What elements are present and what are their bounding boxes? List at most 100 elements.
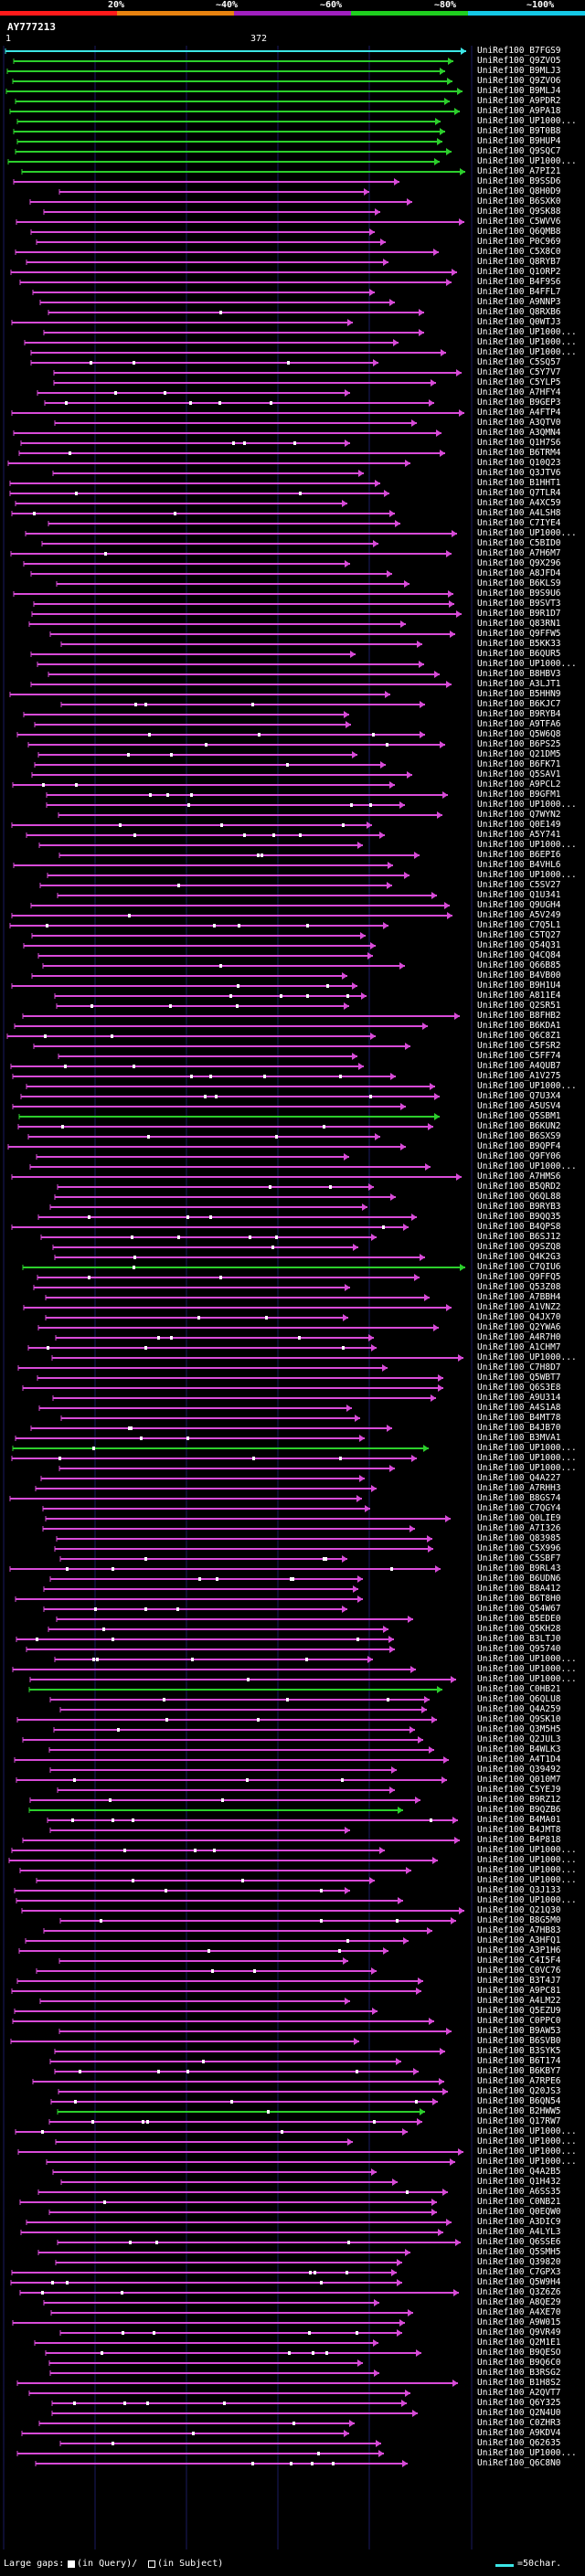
hit-label[interactable]: UniRef100_B6SJ12	[477, 1232, 561, 1242]
hit-label[interactable]: UniRef100_UP1000...	[477, 337, 577, 347]
hit-label[interactable]: UniRef100_B9MLJ3	[477, 66, 561, 76]
hit-label[interactable]: UniRef100_B9S9U6	[477, 588, 561, 599]
hit-label[interactable]: UniRef100_B6SVB0	[477, 2036, 561, 2046]
hit-label[interactable]: UniRef100_C5YEJ9	[477, 1785, 561, 1795]
hit-label[interactable]: UniRef100_B8HBV3	[477, 669, 561, 679]
hit-label[interactable]: UniRef100_Q8H0D9	[477, 186, 561, 196]
hit-label[interactable]: UniRef100_C0NB21	[477, 2197, 561, 2207]
hit-label[interactable]: UniRef100_A5USV4	[477, 1101, 561, 1111]
hit-label[interactable]: UniRef100_C5FSR2	[477, 1041, 561, 1051]
hit-label[interactable]: UniRef100_B6KDA1	[477, 1021, 561, 1031]
hit-label[interactable]: UniRef100_Q7WYN2	[477, 810, 561, 820]
hit-label[interactable]: UniRef100_Q4A2B5	[477, 2167, 561, 2177]
hit-label[interactable]: UniRef100_B9SSD6	[477, 176, 561, 186]
hit-label[interactable]: UniRef100_Q10Q23	[477, 458, 561, 468]
hit-label[interactable]: UniRef100_B9T0B8	[477, 126, 561, 136]
hit-label[interactable]: UniRef100_Q83RN1	[477, 619, 561, 629]
hit-label[interactable]: UniRef100_UP1000...	[477, 116, 577, 126]
hit-label[interactable]: UniRef100_B8GS74	[477, 1493, 561, 1503]
hit-label[interactable]: UniRef100_Q5SMH5	[477, 2247, 561, 2257]
hit-label[interactable]: UniRef100_UP1000...	[477, 1453, 577, 1463]
hit-label[interactable]: UniRef100_B9RYB4	[477, 709, 561, 719]
hit-label[interactable]: UniRef100_Q5EZU9	[477, 2006, 561, 2016]
hit-label[interactable]: UniRef100_B9GEP3	[477, 398, 561, 408]
hit-label[interactable]: UniRef100_UP1000...	[477, 1352, 577, 1362]
hit-label[interactable]: UniRef100_UP1000...	[477, 2126, 577, 2136]
hit-label[interactable]: UniRef100_C5X996	[477, 1543, 561, 1553]
hit-label[interactable]: UniRef100_Q39820	[477, 2257, 561, 2267]
hit-label[interactable]: UniRef100_Q9VR49	[477, 2327, 561, 2337]
hit-label[interactable]: UniRef100_Q010M7	[477, 1775, 561, 1785]
hit-label[interactable]: UniRef100_A4FTP4	[477, 408, 561, 418]
hit-label[interactable]: UniRef100_Q2N4U0	[477, 2408, 561, 2418]
hit-label[interactable]: UniRef100_Q6QMB8	[477, 227, 561, 237]
hit-label[interactable]: UniRef100_A7HFY4	[477, 387, 561, 398]
hit-label[interactable]: UniRef100_A4XC59	[477, 498, 561, 508]
hit-label[interactable]: UniRef100_UP1000...	[477, 2147, 577, 2157]
hit-label[interactable]: UniRef100_C5SBF7	[477, 1553, 561, 1564]
hit-label[interactable]: UniRef100_Q2M1E1	[477, 2337, 561, 2348]
hit-label[interactable]: UniRef100_C7IYE4	[477, 518, 561, 528]
hit-label[interactable]: UniRef100_Q1U341	[477, 890, 561, 900]
hit-label[interactable]: UniRef100_A8QE29	[477, 2297, 561, 2307]
hit-label[interactable]: UniRef100_B3SYK5	[477, 2046, 561, 2056]
hit-label[interactable]: UniRef100_A2QVT7	[477, 2388, 561, 2398]
hit-label[interactable]: UniRef100_Q6QLU8	[477, 1694, 561, 1704]
hit-label[interactable]: UniRef100_B5HHN9	[477, 689, 561, 699]
hit-label[interactable]: UniRef100_UP1000...	[477, 1674, 577, 1684]
hit-label[interactable]: UniRef100_B9RZ12	[477, 1795, 561, 1805]
hit-label[interactable]: UniRef100_A8JFD4	[477, 568, 561, 578]
hit-label[interactable]: UniRef100_B6T174	[477, 2056, 561, 2066]
hit-label[interactable]: UniRef100_Q9SQC7	[477, 146, 561, 156]
hit-label[interactable]: UniRef100_B9R1D7	[477, 609, 561, 619]
hit-label[interactable]: UniRef100_B8A412	[477, 1584, 561, 1594]
hit-label[interactable]: UniRef100_Q9FFQ5	[477, 1272, 561, 1282]
hit-label[interactable]: UniRef100_Q95740	[477, 1644, 561, 1654]
hit-label[interactable]: UniRef100_C7GPX3	[477, 2267, 561, 2277]
hit-label[interactable]: UniRef100_C5BID0	[477, 538, 561, 548]
hit-label[interactable]: UniRef100_B6SXS9	[477, 1131, 561, 1141]
hit-label[interactable]: UniRef100_A9PA18	[477, 106, 561, 116]
hit-label[interactable]: UniRef100_UP1000...	[477, 1845, 577, 1855]
hit-label[interactable]: UniRef100_UP1000...	[477, 1895, 577, 1905]
hit-label[interactable]: UniRef100_A9NNP3	[477, 297, 561, 307]
hit-label[interactable]: UniRef100_A7PI21	[477, 166, 561, 176]
hit-label[interactable]: UniRef100_C7QGY4	[477, 1503, 561, 1513]
hit-label[interactable]: UniRef100_UP1000...	[477, 1463, 577, 1473]
hit-label[interactable]: UniRef100_Q9SZQ8	[477, 1242, 561, 1252]
hit-label[interactable]: UniRef100_B3LTJ0	[477, 1634, 561, 1644]
hit-label[interactable]: UniRef100_A811E4	[477, 991, 561, 1001]
hit-label[interactable]: UniRef100_B6KLS9	[477, 578, 561, 588]
hit-label[interactable]: UniRef100_B1H8S2	[477, 2378, 561, 2388]
hit-label[interactable]: UniRef100_C5TQ27	[477, 930, 561, 940]
hit-label[interactable]: UniRef100_C5WVV6	[477, 217, 561, 227]
hit-label[interactable]: UniRef100_Q2JUL3	[477, 1734, 561, 1744]
hit-label[interactable]: UniRef100_A1V275	[477, 1071, 561, 1081]
hit-label[interactable]: UniRef100_Q6C8Z1	[477, 1031, 561, 1041]
hit-label[interactable]: UniRef100_B7FGS9	[477, 46, 561, 56]
hit-label[interactable]: UniRef100_B5KK33	[477, 639, 561, 649]
hit-label[interactable]: UniRef100_Q9SK10	[477, 1714, 561, 1724]
hit-label[interactable]: UniRef100_A9PCL2	[477, 779, 561, 790]
hit-label[interactable]: UniRef100_UP1000...	[477, 1654, 577, 1664]
hit-label[interactable]: UniRef100_A3HFQ1	[477, 1935, 561, 1945]
hit-label[interactable]: UniRef100_B9RYB3	[477, 1202, 561, 1212]
hit-label[interactable]: UniRef100_B9QQ35	[477, 1212, 561, 1222]
hit-label[interactable]: UniRef100_C7H8D7	[477, 1362, 561, 1373]
hit-label[interactable]: UniRef100_A4XE70	[477, 2307, 561, 2317]
hit-label[interactable]: UniRef100_UP1000...	[477, 870, 577, 880]
hit-label[interactable]: UniRef100_A1CHM7	[477, 1342, 561, 1352]
hit-label[interactable]: UniRef100_B9Q6C0	[477, 2358, 561, 2368]
hit-label[interactable]: UniRef100_UP1000...	[477, 840, 577, 850]
hit-label[interactable]: UniRef100_A5Y741	[477, 830, 561, 840]
hit-label[interactable]: UniRef100_B4JMT8	[477, 1825, 561, 1835]
hit-label[interactable]: UniRef100_B4MA01	[477, 1815, 561, 1825]
hit-label[interactable]: UniRef100_Q2YWA6	[477, 1322, 561, 1332]
hit-label[interactable]: UniRef100_Q66B85	[477, 960, 561, 970]
hit-label[interactable]: UniRef100_Q4A259	[477, 1704, 561, 1714]
hit-label[interactable]: UniRef100_B6QN54	[477, 2096, 561, 2106]
hit-label[interactable]: UniRef100_Q8RXB6	[477, 307, 561, 317]
hit-label[interactable]: UniRef100_Q7TLR4	[477, 488, 561, 498]
hit-label[interactable]: UniRef100_UP1000...	[477, 1875, 577, 1885]
hit-label[interactable]: UniRef100_C5X8C0	[477, 247, 561, 257]
